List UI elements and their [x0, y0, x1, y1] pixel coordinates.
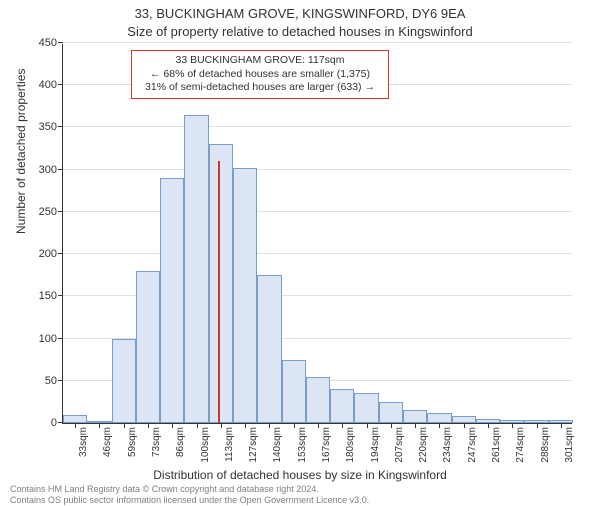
histogram-bar: [403, 410, 427, 423]
xtick-mark: [391, 423, 392, 428]
gridline: [63, 253, 572, 254]
histogram-bar: [282, 360, 306, 423]
annotation-line1: 33 BUCKINGHAM GROVE: 117sqm: [138, 54, 382, 68]
ytick-mark: [58, 338, 63, 339]
ytick-mark: [58, 380, 63, 381]
ytick-label: 450: [39, 37, 57, 49]
xtick-mark: [148, 423, 149, 428]
title-sub: Size of property relative to detached ho…: [0, 24, 600, 39]
histogram-bar: [63, 415, 87, 423]
xtick-label: 153sqm: [297, 427, 308, 463]
xtick-mark: [318, 423, 319, 428]
footer-line1: Contains HM Land Registry data © Crown c…: [10, 484, 319, 494]
ytick-label: 150: [39, 290, 57, 302]
ytick-mark: [58, 253, 63, 254]
xtick-label: 274sqm: [515, 427, 526, 463]
ytick-mark: [58, 295, 63, 296]
xtick-label: 288sqm: [540, 427, 551, 463]
xtick-mark: [294, 423, 295, 428]
ytick-label: 200: [39, 248, 57, 260]
histogram-bar: [257, 275, 281, 423]
y-axis-label: Number of detached properties: [14, 69, 28, 234]
histogram-bar: [209, 144, 233, 423]
gridline: [63, 42, 572, 43]
xtick-label: 59sqm: [127, 427, 138, 457]
annotation-line3: 31% of semi-detached houses are larger (…: [138, 81, 382, 95]
xtick-mark: [367, 423, 368, 428]
xtick-label: 46sqm: [102, 427, 113, 457]
xtick-mark: [464, 423, 465, 428]
xtick-label: 194sqm: [370, 427, 381, 463]
histogram-bar: [427, 413, 451, 423]
histogram-bar: [233, 168, 257, 423]
xtick-mark: [75, 423, 76, 428]
gridline: [63, 169, 572, 170]
xtick-mark: [221, 423, 222, 428]
ytick-label: 100: [39, 333, 57, 345]
xtick-mark: [172, 423, 173, 428]
xtick-mark: [488, 423, 489, 428]
xtick-label: 73sqm: [151, 427, 162, 457]
gridline: [63, 126, 572, 127]
xtick-mark: [245, 423, 246, 428]
histogram-bar: [452, 416, 476, 423]
xtick-label: 180sqm: [345, 427, 356, 463]
xtick-label: 234sqm: [442, 427, 453, 463]
histogram-bar: [379, 402, 403, 423]
x-axis-label: Distribution of detached houses by size …: [0, 468, 600, 482]
histogram-bar: [136, 271, 160, 423]
annotation-line2: ← 68% of detached houses are smaller (1,…: [138, 68, 382, 82]
histogram-bar: [112, 339, 136, 423]
xtick-label: 220sqm: [418, 427, 429, 463]
xtick-label: 261sqm: [491, 427, 502, 463]
ytick-mark: [58, 42, 63, 43]
xtick-label: 167sqm: [321, 427, 332, 463]
xtick-label: 301sqm: [564, 427, 575, 463]
xtick-mark: [342, 423, 343, 428]
plot-area: 05010015020025030035040045033sqm46sqm59s…: [62, 44, 572, 424]
footer-text: Contains HM Land Registry data © Crown c…: [10, 484, 369, 506]
xtick-mark: [99, 423, 100, 428]
xtick-label: 247sqm: [467, 427, 478, 463]
annotation-box: 33 BUCKINGHAM GROVE: 117sqm← 68% of deta…: [131, 50, 389, 99]
ytick-label: 350: [39, 121, 57, 133]
xtick-label: 86sqm: [175, 427, 186, 457]
ytick-label: 250: [39, 206, 57, 218]
xtick-label: 113sqm: [224, 427, 235, 462]
histogram-bar: [306, 377, 330, 423]
xtick-mark: [197, 423, 198, 428]
xtick-label: 100sqm: [200, 427, 211, 463]
ytick-mark: [58, 126, 63, 127]
title-main: 33, BUCKINGHAM GROVE, KINGSWINFORD, DY6 …: [0, 6, 600, 21]
ytick-mark: [58, 169, 63, 170]
ytick-mark: [58, 84, 63, 85]
ytick-mark: [58, 211, 63, 212]
ytick-label: 0: [51, 417, 57, 429]
xtick-mark: [512, 423, 513, 428]
xtick-mark: [269, 423, 270, 428]
histogram-bar: [184, 115, 208, 423]
xtick-mark: [439, 423, 440, 428]
xtick-label: 33sqm: [78, 427, 89, 457]
xtick-label: 140sqm: [272, 427, 283, 463]
ytick-label: 50: [45, 375, 57, 387]
histogram-bar: [160, 178, 184, 423]
xtick-label: 207sqm: [394, 427, 405, 463]
histogram-bar: [330, 389, 354, 423]
histogram-bar: [354, 393, 378, 423]
ytick-label: 400: [39, 79, 57, 91]
gridline: [63, 211, 572, 212]
chart-container: 33, BUCKINGHAM GROVE, KINGSWINFORD, DY6 …: [0, 0, 600, 500]
xtick-mark: [561, 423, 562, 428]
xtick-mark: [124, 423, 125, 428]
xtick-mark: [537, 423, 538, 428]
marker-line: [218, 161, 220, 423]
xtick-mark: [415, 423, 416, 428]
ytick-label: 300: [39, 164, 57, 176]
xtick-label: 127sqm: [248, 427, 259, 463]
